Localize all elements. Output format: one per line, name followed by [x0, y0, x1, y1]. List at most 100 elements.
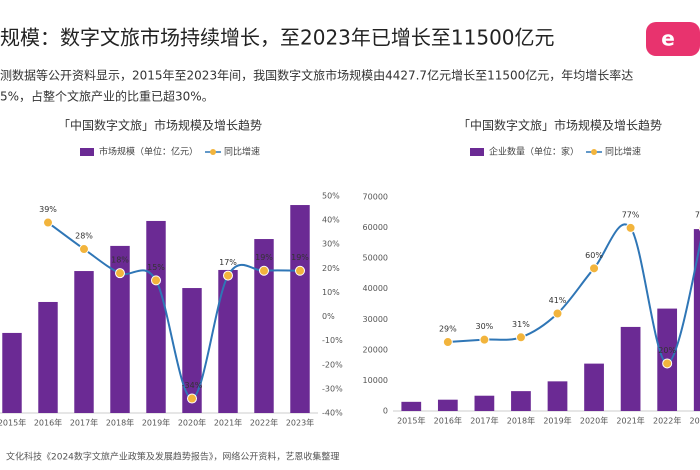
line-marker: [79, 244, 89, 255]
x-tick-label: 2020年: [178, 418, 206, 428]
legend-marker: [591, 149, 598, 155]
legend-label: 同比增速: [224, 146, 260, 158]
y2-tick-label: -20%: [322, 360, 343, 369]
y-tick-label: 20000: [363, 345, 388, 354]
legend-label: 市场规模（单位：亿元）: [99, 146, 198, 158]
x-tick-label: 2020年: [580, 416, 608, 426]
line-marker: [479, 334, 490, 345]
y2-tick-label: 40%: [322, 216, 340, 225]
value-label: 39%: [39, 205, 57, 214]
bar: [693, 229, 700, 411]
y2-tick-label: 0%: [322, 312, 335, 321]
x-tick-label: 2017年: [470, 416, 498, 426]
x-tick-label: 2023年: [690, 416, 700, 426]
bar: [254, 239, 274, 413]
svg-text:e: e: [661, 27, 675, 51]
bar: [38, 301, 58, 413]
y-tick-label: 10000: [363, 376, 388, 385]
value-label: 60%: [585, 251, 603, 260]
line-marker: [625, 222, 636, 233]
bar: [547, 381, 568, 411]
line-marker: [151, 275, 161, 286]
value-label: 77%: [695, 210, 700, 219]
bar: [511, 391, 531, 411]
value-label: -34%: [182, 381, 203, 390]
description-line: 测数据等公开资料显示，2015年至2023年间，我国数字文旅市场规模由4427.…: [0, 68, 633, 83]
legend-label: 企业数量（单位：家）: [489, 146, 579, 158]
x-tick-label: 2019年: [142, 418, 170, 428]
chart-title: 「中国数字文旅」市场规模及增长趋势: [58, 118, 262, 133]
legend-marker: [210, 149, 217, 155]
y2-tick-label: 50%: [322, 192, 340, 201]
y-tick-label: 60000: [363, 223, 388, 232]
x-tick-label: 2018年: [507, 416, 535, 426]
x-tick-label: 2016年: [434, 416, 462, 426]
bar: [182, 288, 202, 413]
value-label: 19%: [255, 253, 273, 262]
bar: [110, 245, 130, 413]
y2-tick-label: 10%: [322, 288, 340, 297]
line-marker: [515, 332, 526, 343]
value-label: 30%: [475, 322, 493, 331]
x-tick-label: 2021年: [214, 418, 242, 428]
line-marker: [115, 268, 125, 279]
line: [47, 221, 301, 400]
legend-label: 同比增速: [605, 146, 641, 158]
source-note: 文化科技《2024数字文旅产业政策及发展趋势报告》，网络公开资料，艺恩收集整理: [6, 451, 339, 463]
line-marker: [662, 358, 673, 369]
bar: [218, 269, 238, 413]
x-tick-label: 2015年: [0, 418, 26, 428]
y2-tick-label: -40%: [322, 409, 343, 418]
bar: [437, 399, 458, 411]
value-label: 41%: [549, 296, 567, 305]
x-tick-label: 2023年: [286, 418, 314, 428]
page-title: 规模：数字文旅市场持续增长，至2023年已增长至11500亿元: [0, 26, 555, 50]
line-marker: [589, 263, 600, 274]
y-tick-label: 30000: [363, 315, 388, 324]
chart-title: 「中国数字文旅」市场规模及增长趋势: [458, 118, 662, 133]
bar: [401, 401, 422, 411]
y2-tick-label: 20%: [322, 264, 340, 273]
line-marker: [295, 265, 305, 276]
value-label: 28%: [75, 232, 93, 241]
line-marker: [187, 393, 197, 404]
y-tick-label: 40000: [363, 284, 388, 293]
x-tick-label: 2022年: [653, 416, 681, 426]
x-tick-label: 2016年: [34, 418, 62, 428]
legend-swatch: [80, 148, 94, 156]
y-tick-label: 50000: [363, 254, 388, 263]
x-tick-label: 2015年: [397, 416, 425, 426]
value-label: 18%: [111, 256, 129, 265]
x-tick-label: 2017年: [70, 418, 98, 428]
bar: [2, 332, 22, 413]
y-tick-label: 70000: [363, 193, 388, 202]
x-tick-label: 2022年: [250, 418, 278, 428]
y2-tick-label: 30%: [322, 240, 340, 249]
value-label: 29%: [439, 325, 457, 334]
value-label: 20%: [658, 346, 676, 355]
bar: [620, 326, 641, 411]
y2-tick-label: -10%: [322, 336, 343, 345]
x-tick-label: 2018年: [106, 418, 134, 428]
legend-swatch: [470, 148, 484, 156]
line-marker: [223, 270, 233, 281]
bar: [584, 363, 604, 411]
y2-tick-label: -30%: [322, 384, 343, 393]
line-marker: [259, 265, 269, 276]
line-marker: [442, 337, 453, 348]
value-label: 19%: [291, 253, 309, 262]
value-label: 17%: [219, 258, 237, 267]
logo: e: [646, 22, 700, 56]
value-label: 15%: [147, 263, 165, 272]
y-tick-label: 0: [383, 407, 388, 416]
line-marker: [43, 217, 53, 228]
bar: [290, 205, 310, 413]
x-tick-label: 2021年: [616, 416, 644, 426]
value-label: 31%: [512, 320, 530, 329]
bar: [474, 395, 495, 411]
x-tick-label: 2019年: [543, 416, 571, 426]
bar: [146, 220, 166, 413]
